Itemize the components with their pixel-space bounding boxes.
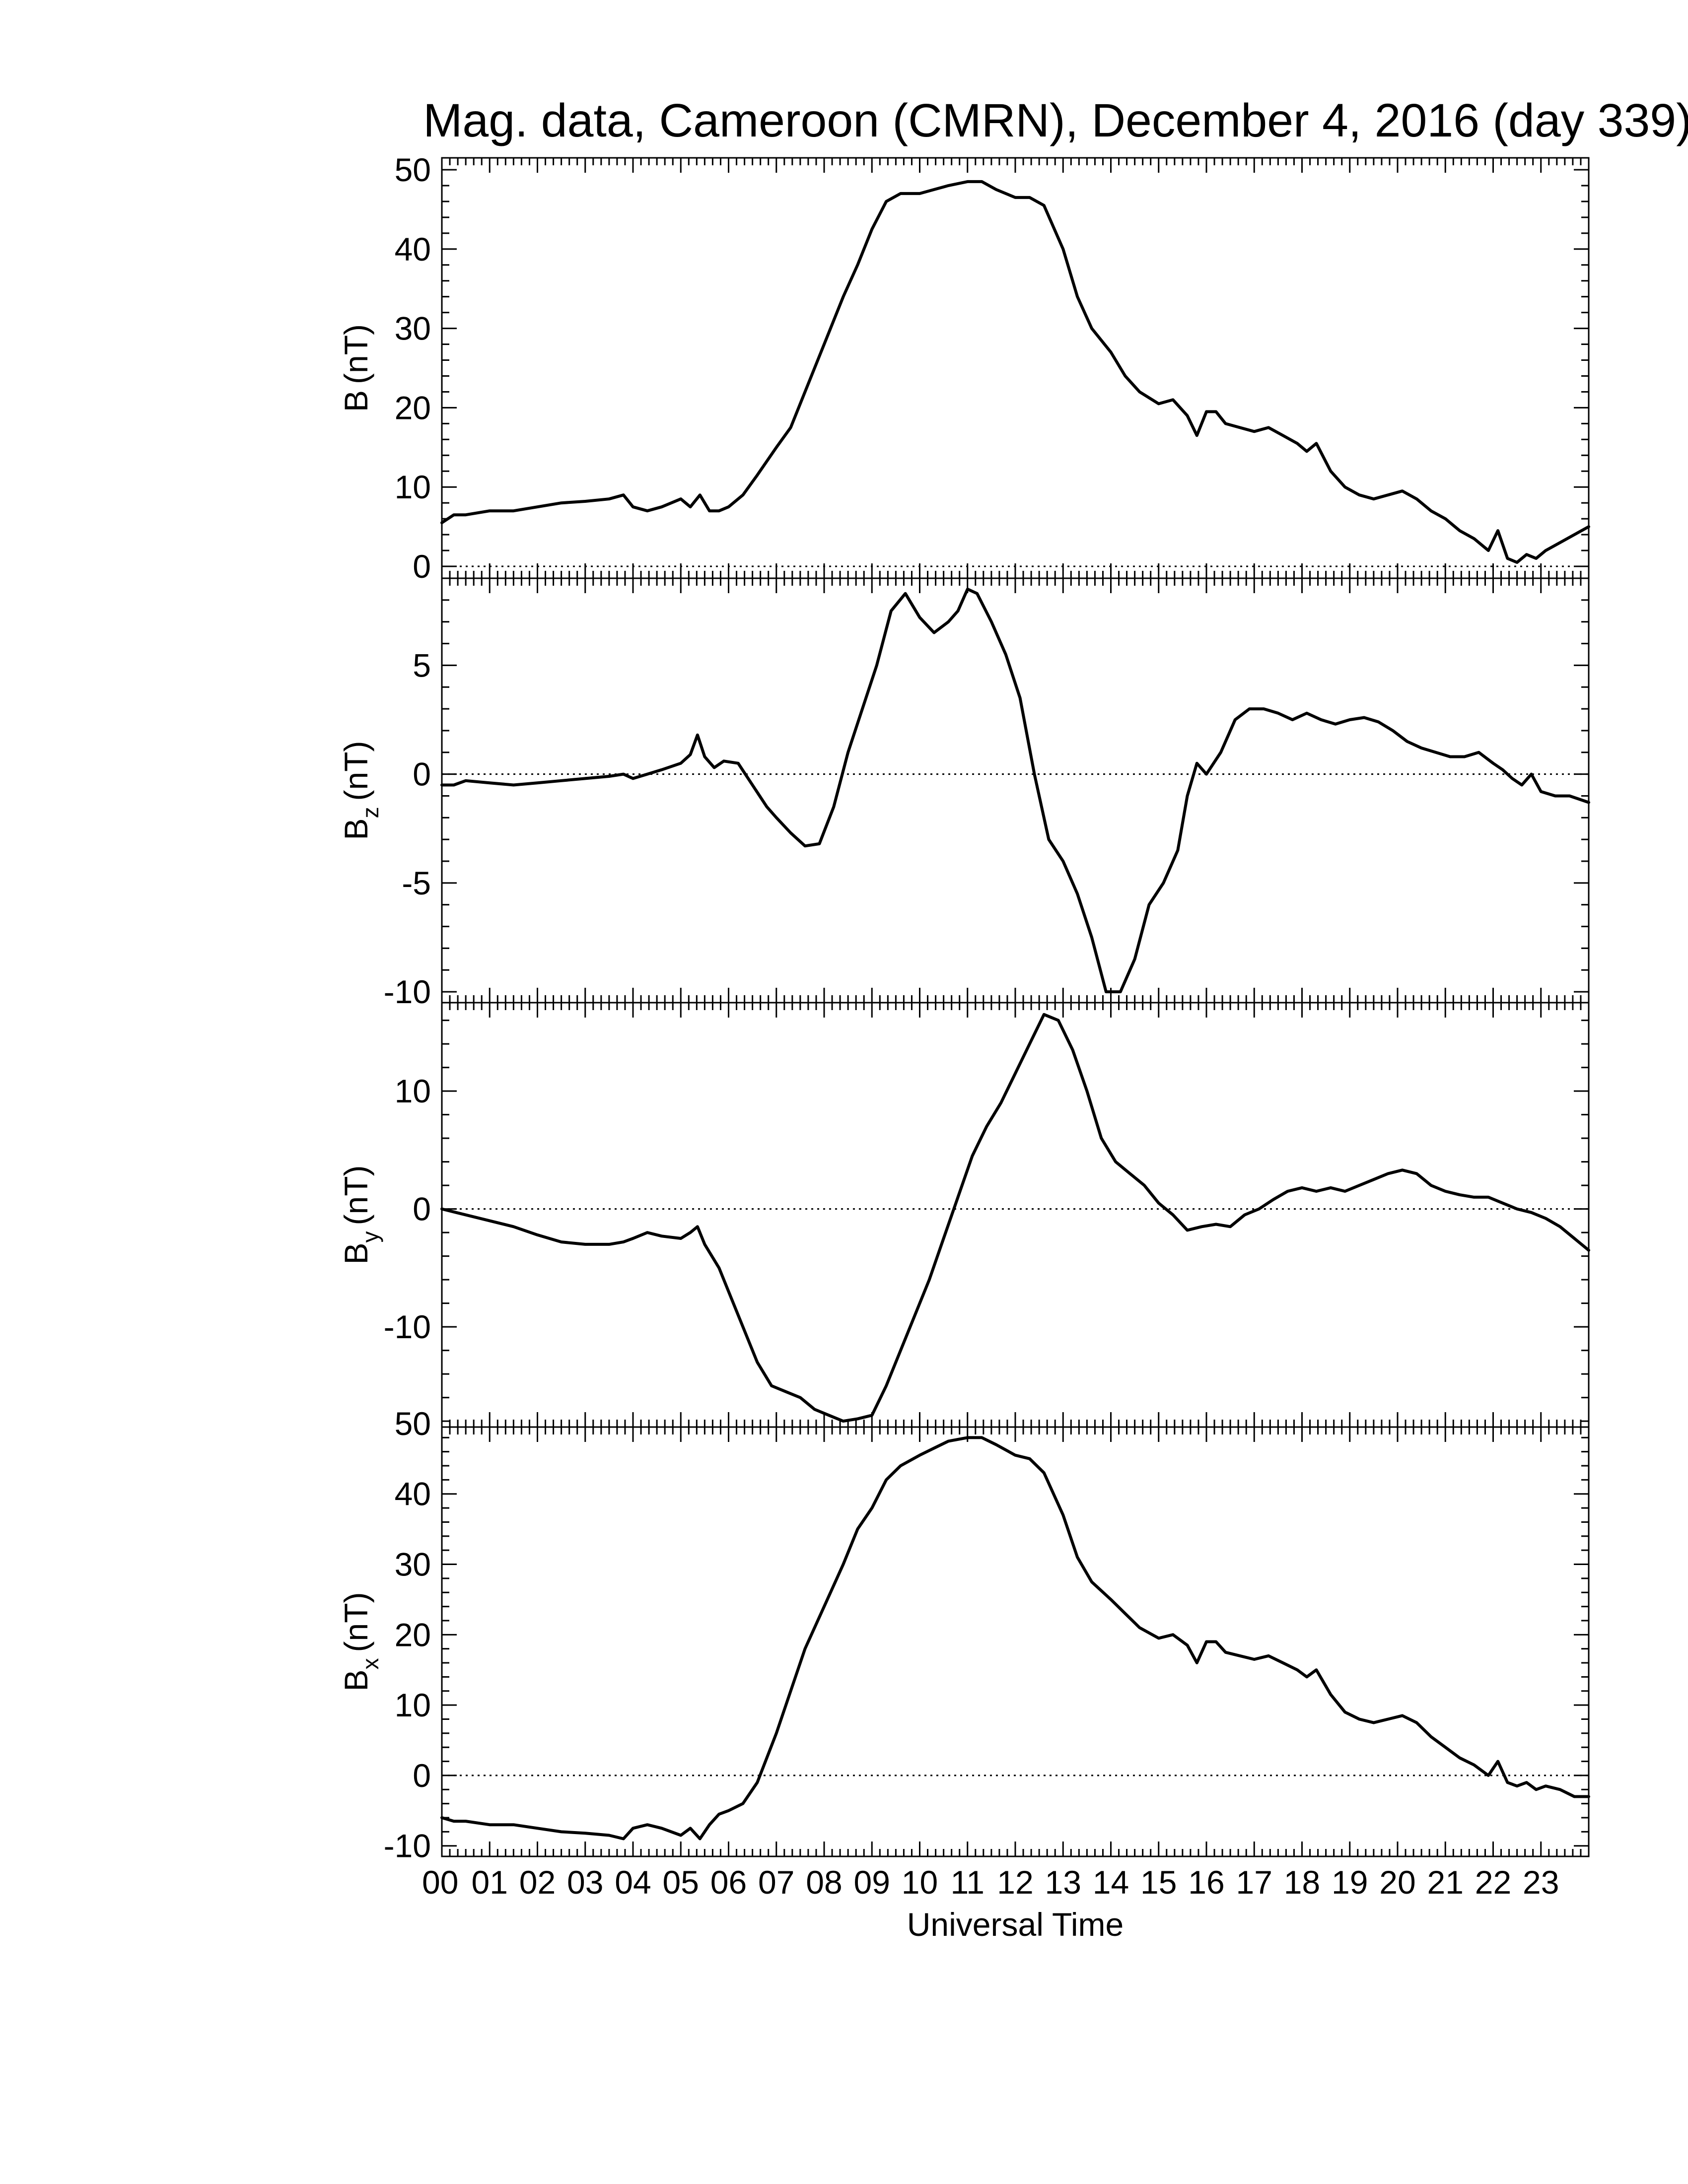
x-tick-label: 17 <box>1236 1864 1272 1901</box>
x-tick-label: 14 <box>1093 1864 1129 1901</box>
panel-bz: -10 -5 0 5 Bz (nT) <box>338 577 1590 1010</box>
panel-by-ytick-label: 10 <box>395 1073 431 1109</box>
panel-by-series-line <box>440 1013 1590 1423</box>
panel-bz-ylabel: Bz (nT) <box>338 741 383 840</box>
panel-bx-ytick-label: 10 <box>395 1687 431 1723</box>
panel-bx-series-line <box>440 1436 1590 1841</box>
x-tick-label: 13 <box>1045 1864 1081 1901</box>
x-tick-label: 22 <box>1475 1864 1511 1901</box>
panel-bx-ylabel-unit: (nT) <box>338 1592 374 1652</box>
x-tick-label: 08 <box>806 1864 842 1901</box>
panel-b-ytick-label: 0 <box>413 548 431 585</box>
panel-by-ytick-label: 0 <box>413 1191 431 1228</box>
panel-b-ytick-label: 30 <box>395 310 431 347</box>
panel-bx-ytick-label: 20 <box>395 1616 431 1653</box>
x-tick-label: 03 <box>567 1864 603 1901</box>
x-tick-label: 11 <box>950 1864 985 1901</box>
panel-by-ylabel-base: B <box>338 1242 374 1264</box>
panel-b-ylabel-base: B <box>338 390 374 412</box>
panel-bx: -10 0 10 20 30 40 50 Bx (nT) <box>338 1405 1590 1864</box>
panel-b: 0 10 20 30 40 50 B (nT) <box>338 151 1590 585</box>
x-tick-label: 09 <box>854 1864 890 1901</box>
x-tick-label: 05 <box>663 1864 699 1901</box>
panel-bx-ytick-label: 40 <box>395 1476 431 1512</box>
panel-b-ytick-label: 50 <box>395 151 431 188</box>
panel-bx-ytick-label: 0 <box>413 1757 431 1794</box>
panel-bz-ylabel-unit: (nT) <box>338 741 374 801</box>
x-tick-label: 10 <box>902 1864 938 1901</box>
panel-b-ylabel: B (nT) <box>338 324 374 412</box>
x-tick-label: 18 <box>1284 1864 1320 1901</box>
panel-bz-ytick-label: -5 <box>402 865 431 901</box>
x-tick-label: 16 <box>1188 1864 1224 1901</box>
x-tick-label: 23 <box>1523 1864 1559 1901</box>
x-tick-label: 00 <box>422 1864 458 1901</box>
panel-bz-ylabel-base: B <box>338 818 374 840</box>
x-axis-group: 00 01 02 03 04 05 06 07 08 09 10 11 12 13 14 15 16 17 18 19… <box>422 1864 1559 1901</box>
panel-bx-ytick-label: 50 <box>395 1405 431 1442</box>
panel-b-ytick-label: 20 <box>395 389 431 426</box>
panel-b-ytick-label: 40 <box>395 231 431 268</box>
panel-b-ytick-label: 10 <box>395 469 431 505</box>
x-tick-label: 06 <box>710 1864 747 1901</box>
panel-bx-ylabel-sub: x <box>357 1658 383 1669</box>
x-tick-label: 12 <box>997 1864 1033 1901</box>
x-axis-label: Universal Time <box>907 1906 1124 1943</box>
x-tick-label: 02 <box>519 1864 556 1901</box>
x-tick-label: 19 <box>1332 1864 1368 1901</box>
panels-group: 0 10 20 30 40 50 B (nT) -10 -5 0 5 Bz (nT) -10 0 10 By (nT… <box>338 151 1590 1864</box>
panel-by-ylabel-unit: (nT) <box>338 1165 374 1225</box>
panel-by: -10 0 10 By (nT) <box>338 1002 1590 1428</box>
x-tick-label: 15 <box>1140 1864 1177 1901</box>
x-tick-label: 20 <box>1379 1864 1415 1901</box>
panel-b-ylabel-unit: (nT) <box>338 324 374 384</box>
panel-bz-ylabel-sub: z <box>357 807 383 818</box>
panel-by-ytick-label: -10 <box>384 1308 431 1345</box>
panel-bz-ytick-label: 0 <box>413 756 431 793</box>
x-tick-label: 01 <box>472 1864 508 1901</box>
panel-bz-ytick-label: -10 <box>384 973 431 1010</box>
figure-title: Mag. data, Cameroon (CMRN), December 4, … <box>423 94 1688 147</box>
x-tick-label: 21 <box>1427 1864 1464 1901</box>
x-tick-label: 04 <box>615 1864 651 1901</box>
panel-by-ylabel-sub: y <box>357 1231 383 1242</box>
panel-by-ylabel: By (nT) <box>338 1165 383 1264</box>
panel-bx-ytick-label: -10 <box>384 1828 431 1864</box>
panel-bx-ytick-label: 30 <box>395 1546 431 1583</box>
panel-bz-ytick-label: 5 <box>413 647 431 683</box>
panel-bz-series-line <box>440 587 1590 994</box>
panel-bx-ylabel: Bx (nT) <box>338 1592 383 1691</box>
x-tick-label: 07 <box>758 1864 794 1901</box>
panel-b-series-line <box>440 180 1590 564</box>
panel-bx-ylabel-base: B <box>338 1669 374 1691</box>
